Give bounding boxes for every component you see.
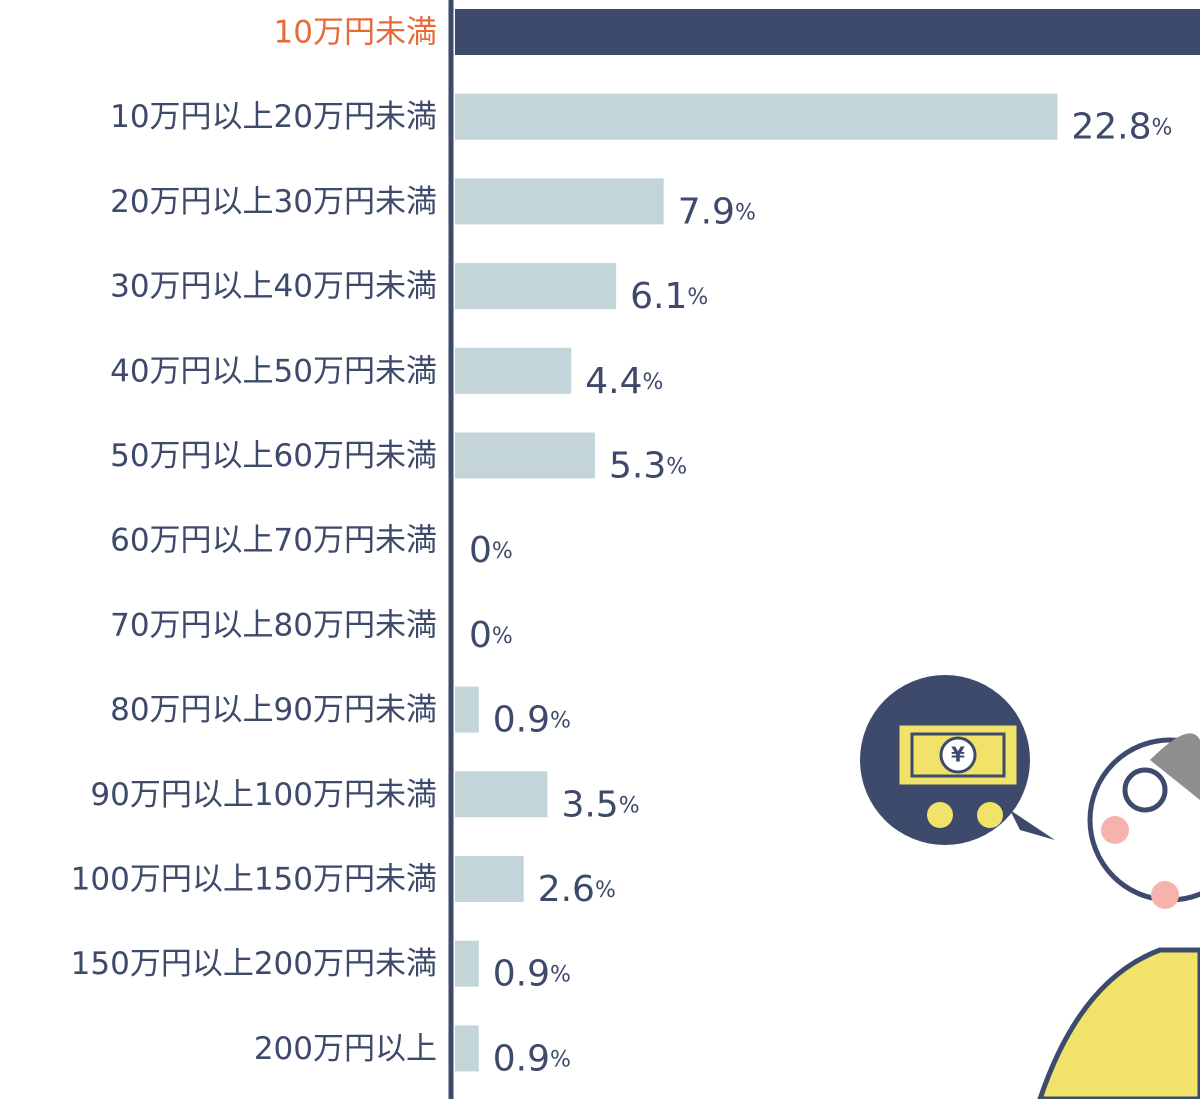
category-label: 80万円以上90万円未満 bbox=[110, 692, 437, 728]
category-label: 10万円未満 bbox=[274, 15, 437, 51]
category-label: 70万円以上80万円未満 bbox=[110, 607, 437, 643]
value-label: 0% bbox=[469, 530, 513, 571]
category-label: 10万円以上20万円未満 bbox=[110, 99, 437, 135]
value-label: 0.9% bbox=[493, 954, 571, 995]
category-label: 40万円以上50万円未満 bbox=[110, 353, 437, 389]
category-label: 20万円以上30万円未満 bbox=[110, 184, 437, 220]
value-label: 3.5% bbox=[561, 784, 639, 825]
value-label: 7.9% bbox=[678, 191, 756, 232]
value-label: 5.3% bbox=[609, 446, 687, 487]
category-label: 60万円以上70万円未満 bbox=[110, 523, 437, 559]
value-label: 0% bbox=[469, 615, 513, 656]
value-label: 22.8% bbox=[1071, 107, 1172, 148]
value-label: 6.1% bbox=[630, 276, 708, 317]
value-label: 4.4% bbox=[585, 361, 663, 402]
bar bbox=[455, 940, 479, 987]
bar bbox=[455, 432, 596, 479]
bar bbox=[455, 93, 1058, 140]
value-label: 0.9% bbox=[493, 700, 571, 741]
value-label: 0.9% bbox=[493, 1038, 571, 1079]
category-label: 150万円以上200万円未満 bbox=[71, 946, 437, 982]
category-label: 100万円以上150万円未満 bbox=[71, 862, 437, 898]
category-label: 200万円以上 bbox=[254, 1031, 437, 1067]
svg-text:¥: ¥ bbox=[951, 743, 965, 767]
bar bbox=[455, 686, 479, 733]
bar bbox=[455, 771, 548, 818]
illustration: ¥ bbox=[860, 675, 1200, 1099]
category-label: 30万円以上40万円未満 bbox=[110, 269, 437, 305]
bar bbox=[455, 178, 664, 225]
bar bbox=[455, 347, 572, 394]
bar bbox=[455, 856, 524, 902]
bar bbox=[455, 9, 1200, 55]
value-label: 2.6% bbox=[538, 869, 616, 910]
category-label: 90万円以上100万円未満 bbox=[90, 777, 437, 813]
bar bbox=[455, 263, 617, 310]
category-label: 50万円以上60万円未満 bbox=[110, 438, 437, 474]
bar bbox=[455, 1025, 479, 1072]
